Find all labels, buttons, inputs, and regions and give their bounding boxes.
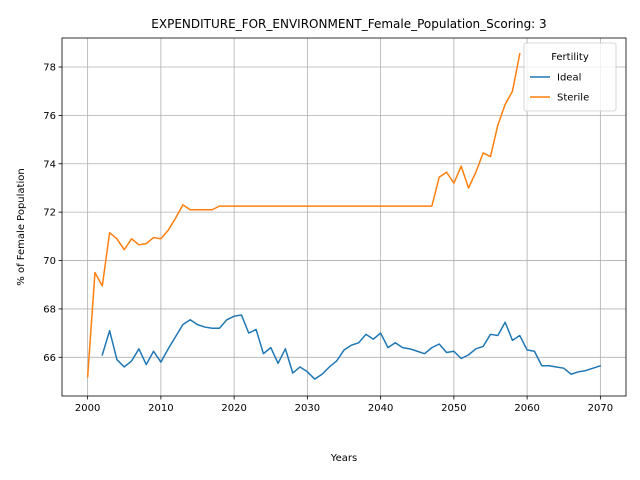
x-tick-label: 2050: [441, 403, 466, 414]
chart-title: EXPENDITURE_FOR_ENVIRONMENT_Female_Popul…: [151, 17, 546, 31]
y-tick-label: 68: [43, 304, 56, 315]
legend-title: Fertility: [551, 52, 589, 63]
series-layer: [86, 52, 602, 380]
y-axis: 66 68 70 72 74 76 78: [43, 63, 62, 364]
y-axis-label: % of Female Population: [16, 168, 27, 285]
y-tick-label: 76: [43, 111, 56, 122]
grid: [62, 38, 626, 396]
y-tick-label: 72: [43, 208, 56, 219]
legend-box: [523, 42, 617, 112]
legend: Fertility Ideal Sterile: [523, 42, 617, 112]
series-line-sterile: [86, 52, 521, 378]
x-tick-label: 2030: [295, 403, 320, 414]
x-tick-label: 2010: [148, 403, 173, 414]
legend-label-ideal: Ideal: [557, 73, 581, 84]
x-tick-label: 2020: [221, 403, 246, 414]
x-tick-label: 2040: [368, 403, 393, 414]
legend-label-sterile: Sterile: [557, 93, 589, 104]
x-tick-label: 2070: [588, 403, 613, 414]
y-tick-label: 78: [43, 63, 56, 74]
x-tick-label: 2000: [75, 403, 100, 414]
series-line-ideal: [101, 314, 602, 380]
x-tick-label: 2060: [514, 403, 539, 414]
plot-area-frame: [61, 37, 627, 397]
x-axis: 2000 2010 2020 2030 2040 2050 2060 2070: [75, 396, 613, 414]
x-axis-label: Years: [330, 453, 357, 464]
y-tick-label: 66: [43, 353, 56, 364]
y-tick-label: 74: [43, 159, 56, 170]
y-tick-label: 70: [43, 256, 56, 267]
